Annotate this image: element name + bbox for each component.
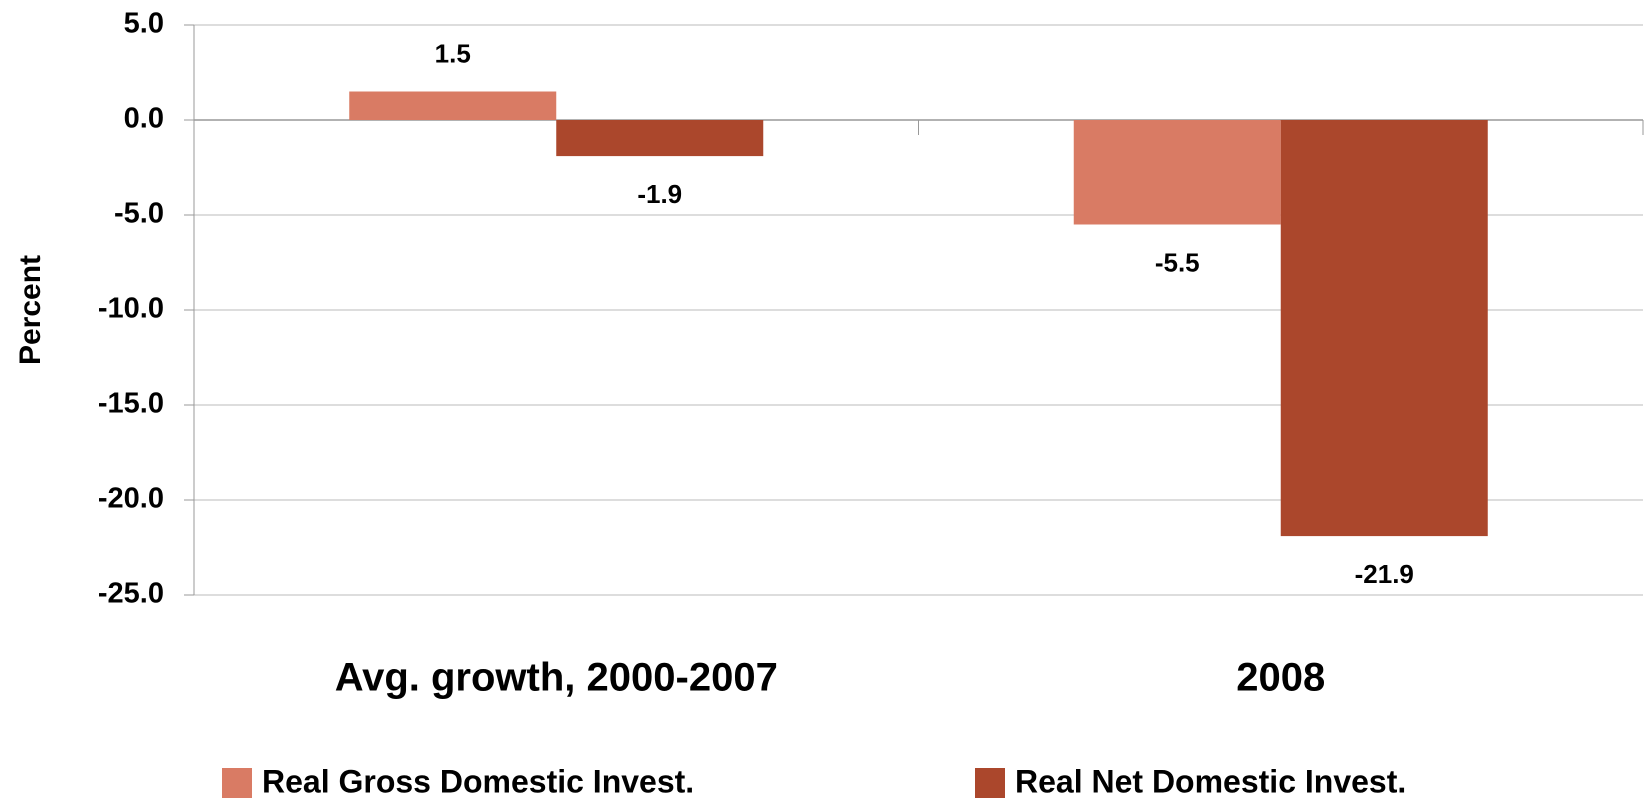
data-label: -21.9	[1355, 559, 1414, 589]
y-tick-label: -15.0	[98, 388, 164, 420]
legend-label: Real Gross Domestic Invest.	[262, 763, 694, 799]
bar	[1073, 120, 1281, 225]
bar	[1280, 120, 1488, 537]
y-tick-label: -10.0	[98, 293, 164, 325]
data-label: 1.5	[435, 38, 471, 68]
data-label: -5.5	[1155, 247, 1200, 277]
bar	[349, 91, 557, 120]
x-tick-label: Avg. growth, 2000-2007	[335, 656, 778, 700]
legend-label: Real Net Domestic Invest.	[1015, 763, 1406, 799]
y-tick-label: 0.0	[124, 103, 164, 135]
x-tick-label: 2008	[1236, 656, 1325, 700]
y-tick-label: -25.0	[98, 578, 164, 610]
y-axis-label: Percent	[14, 255, 47, 365]
data-label: -1.9	[637, 179, 682, 209]
y-tick-label: 5.0	[124, 8, 164, 40]
y-tick-label: -5.0	[114, 198, 164, 230]
y-tick-label: -20.0	[98, 483, 164, 515]
legend-swatch	[975, 768, 1005, 798]
legend-swatch	[222, 768, 252, 798]
bar	[556, 120, 764, 157]
